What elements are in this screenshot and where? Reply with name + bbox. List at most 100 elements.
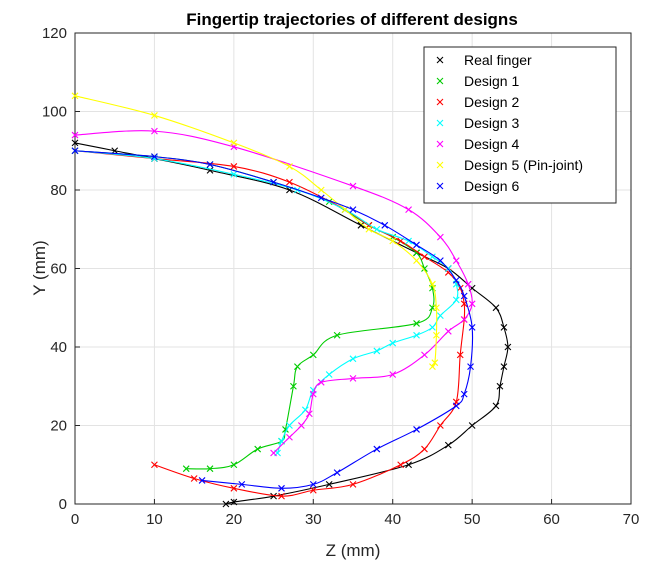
x-axis: 0 10 20 30 40 50 60 70 [71, 499, 640, 528]
series-design-1-line [74, 150, 435, 470]
series-design-4-point [270, 449, 277, 457]
legend-marker [436, 161, 444, 169]
series-design-2-point [436, 422, 444, 429]
series-design-1-point [309, 351, 317, 359]
series-design-4-point [286, 433, 293, 441]
series-design-3-point [436, 312, 444, 319]
series-real-finger-point [492, 402, 500, 410]
y-tick-label: 80 [50, 182, 67, 199]
series-design-4-point [349, 182, 357, 190]
series-design-3-point [452, 296, 460, 304]
chart-title: Fingertip trajectories of different desi… [186, 10, 518, 29]
series-design-4 [71, 127, 476, 457]
series-real-finger-point [500, 363, 508, 371]
series-design-4-point [297, 422, 305, 429]
series-design-4-point [421, 351, 428, 359]
series-design-6-point [333, 469, 341, 476]
series-design-1-point [413, 320, 420, 327]
series-design-6-point [413, 241, 420, 249]
y-axis: 0 20 40 60 80 100 120 [42, 25, 80, 513]
series-design-6-point [413, 426, 420, 433]
series-real-finger-point [222, 500, 230, 508]
series-design-5-pin-joint-point [71, 92, 79, 100]
series-design-5-pin-joint-point [429, 363, 436, 371]
series-design-6-point [309, 480, 317, 488]
y-tick-label: 0 [59, 496, 67, 513]
series-real-finger-point [111, 147, 119, 155]
series-design-3 [71, 147, 460, 457]
series-design-1-point [413, 249, 420, 257]
series-design-6-point [71, 147, 79, 155]
series-real-finger-point [468, 422, 476, 429]
x-tick-label: 50 [464, 511, 481, 528]
legend-entry-label: Design 5 (Pin-joint) [464, 157, 583, 173]
series-design-5-pin-joint-point [230, 139, 238, 147]
series-design-4-point [349, 375, 357, 382]
x-tick-label: 30 [305, 511, 322, 528]
legend-entry-label: Design 4 [464, 136, 519, 152]
series-design-6-point [467, 363, 474, 371]
series-design-3-point [349, 355, 357, 363]
series-real-finger-line [74, 142, 509, 505]
series-design-5-pin-joint-point [365, 225, 373, 233]
series-design-6-point [238, 480, 246, 488]
series-design-3-point [429, 253, 436, 261]
series-real-finger-point [325, 480, 333, 488]
legend-entry-label: Design 1 [464, 73, 519, 89]
x-tick-label: 20 [226, 511, 243, 528]
x-tick-label: 70 [623, 511, 640, 528]
series-design-1-point [333, 331, 341, 339]
series-real-finger-point [405, 461, 412, 469]
series-real-finger-point [357, 221, 365, 229]
series-design-4-point [317, 378, 325, 386]
series-real-finger-point [504, 343, 512, 351]
series-real-finger-point [270, 492, 277, 500]
x-tick-label: 40 [384, 511, 401, 528]
series-design-1-point [230, 461, 238, 469]
series-design-2-point [190, 475, 198, 482]
series-design-2-point [421, 253, 428, 261]
series-design-4-point [389, 371, 397, 378]
series-design-4-point [436, 233, 444, 241]
y-tick-label: 20 [50, 418, 67, 435]
series-design-4-point [464, 280, 472, 288]
series-design-6-point [373, 445, 381, 453]
series-design-1-point [290, 382, 297, 390]
series-design-5-pin-joint [71, 92, 440, 371]
y-tick-label: 40 [50, 339, 67, 356]
series-design-2-line [74, 150, 466, 497]
series-design-5-pin-joint-line [74, 95, 438, 368]
series-design-3-point [429, 323, 436, 331]
series-design-3-line [74, 150, 459, 454]
series-design-6-point [460, 390, 468, 398]
legend-marker [436, 98, 444, 106]
series-design-6-point [270, 178, 277, 186]
y-axis-label: Y (mm) [30, 240, 49, 295]
series-design-4-point [305, 410, 313, 418]
x-tick-label: 0 [71, 511, 79, 528]
series-design-4-line [74, 130, 473, 454]
series-design-5-pin-joint-point [431, 359, 439, 367]
x-tick-label: 10 [146, 511, 163, 528]
series-design-2-point [286, 178, 293, 186]
legend-entry-label: Real finger [464, 52, 532, 68]
series-design-6-line [74, 150, 474, 489]
series-design-2-point [151, 461, 158, 469]
series-design-2-point [349, 480, 357, 488]
series-design-3-point [230, 170, 238, 178]
legend-marker [436, 182, 444, 190]
series-design-5-pin-joint-point [151, 112, 158, 119]
series-design-2-point [230, 163, 238, 170]
series-design-4-point [460, 316, 468, 323]
series-design-6-point [460, 292, 468, 300]
legend-marker [436, 119, 444, 127]
series-design-5-pin-joint-point [286, 163, 293, 170]
series-design-1-point [206, 465, 214, 473]
series-design-2-point [397, 461, 405, 469]
legend-entry-label: Design 6 [464, 178, 519, 194]
y-tick-label: 60 [50, 261, 67, 278]
series-real-finger-point [496, 382, 504, 390]
series-real-finger-point [71, 139, 79, 147]
series-design-5-pin-joint-point [429, 280, 436, 288]
